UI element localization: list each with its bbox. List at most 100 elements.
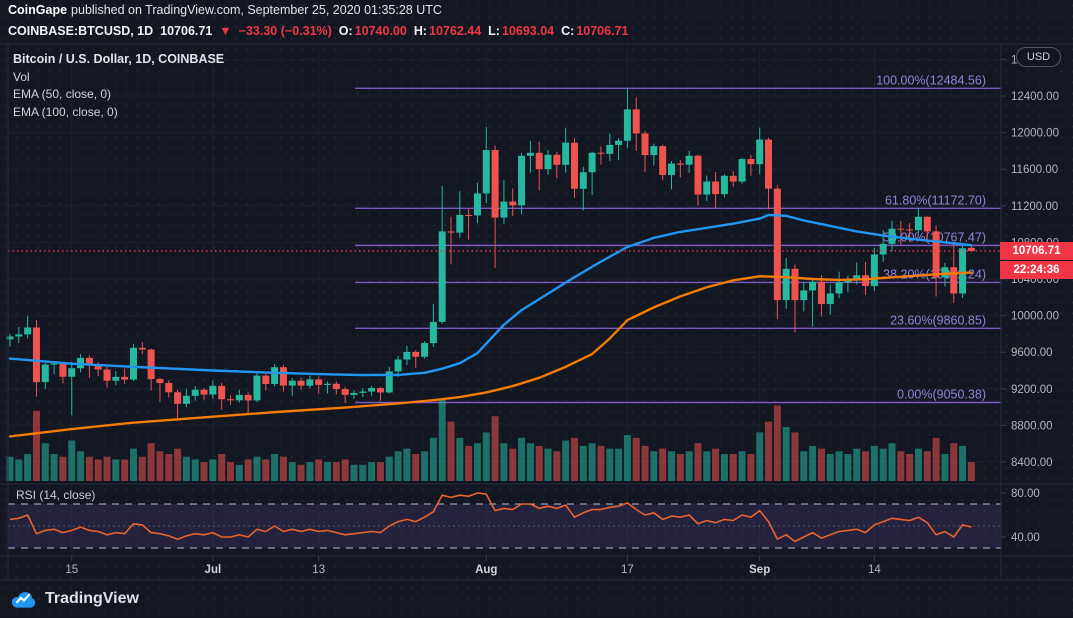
candle[interactable] bbox=[756, 139, 764, 165]
candle[interactable] bbox=[376, 388, 384, 393]
candle[interactable] bbox=[668, 163, 675, 175]
candle[interactable] bbox=[253, 375, 261, 401]
candle[interactable] bbox=[138, 347, 146, 350]
candle[interactable] bbox=[156, 379, 164, 383]
currency-unit-button[interactable]: USD bbox=[1016, 47, 1061, 67]
candle[interactable] bbox=[262, 375, 270, 385]
candle[interactable] bbox=[32, 327, 40, 383]
candle[interactable] bbox=[218, 385, 226, 400]
candle[interactable] bbox=[491, 149, 499, 218]
candle[interactable] bbox=[623, 109, 631, 141]
rsi-axis-label[interactable]: 40.00 bbox=[1011, 532, 1040, 544]
candle[interactable] bbox=[182, 395, 190, 404]
candle[interactable] bbox=[429, 321, 437, 344]
candle[interactable] bbox=[526, 152, 534, 156]
candle[interactable] bbox=[191, 389, 199, 396]
candle[interactable] bbox=[174, 392, 182, 404]
candle[interactable] bbox=[421, 343, 429, 357]
candle[interactable] bbox=[41, 364, 49, 383]
candle[interactable] bbox=[562, 142, 570, 165]
candle[interactable] bbox=[271, 367, 279, 385]
candle[interactable] bbox=[147, 349, 155, 380]
candle[interactable] bbox=[950, 267, 958, 294]
candle[interactable] bbox=[685, 155, 693, 165]
candle[interactable] bbox=[368, 388, 376, 392]
candle[interactable] bbox=[279, 367, 287, 386]
candle[interactable] bbox=[800, 290, 808, 301]
candle[interactable] bbox=[50, 363, 58, 365]
candle[interactable] bbox=[791, 268, 799, 301]
candle[interactable] bbox=[579, 172, 587, 189]
candle[interactable] bbox=[59, 363, 67, 377]
legend-volume[interactable]: Vol bbox=[13, 69, 30, 84]
candle[interactable] bbox=[306, 379, 314, 386]
candle[interactable] bbox=[862, 275, 870, 287]
price-axis-label[interactable]: 12400.00 bbox=[1011, 91, 1059, 103]
time-axis-label[interactable]: 14 bbox=[868, 564, 881, 576]
tradingview-brand-text[interactable]: TradingView bbox=[45, 590, 139, 607]
candle[interactable] bbox=[588, 152, 596, 173]
candle[interactable] bbox=[879, 243, 887, 255]
candle[interactable] bbox=[809, 281, 817, 291]
candle[interactable] bbox=[914, 216, 922, 231]
candle[interactable] bbox=[315, 379, 323, 385]
price-axis-label[interactable]: 10000.00 bbox=[1011, 311, 1059, 323]
time-axis-label[interactable]: 17 bbox=[621, 564, 634, 576]
candle[interactable] bbox=[385, 371, 393, 393]
price-axis-label[interactable]: 8800.00 bbox=[1011, 420, 1053, 432]
candle[interactable] bbox=[923, 216, 931, 232]
candle[interactable] bbox=[941, 267, 949, 278]
candle[interactable] bbox=[712, 181, 720, 195]
candle[interactable] bbox=[85, 357, 93, 365]
price-axis-label[interactable]: 12000.00 bbox=[1011, 128, 1059, 140]
candle[interactable] bbox=[782, 268, 790, 301]
candle[interactable] bbox=[553, 154, 561, 165]
candle[interactable] bbox=[200, 389, 208, 395]
candle[interactable] bbox=[297, 380, 305, 386]
legend-ema100[interactable]: EMA (100, close, 0) bbox=[13, 104, 118, 119]
candle[interactable] bbox=[288, 380, 296, 386]
candle[interactable] bbox=[235, 394, 243, 401]
candle[interactable] bbox=[500, 201, 508, 218]
time-axis-label[interactable]: Aug bbox=[475, 564, 497, 576]
candle[interactable] bbox=[906, 229, 914, 231]
candle[interactable] bbox=[932, 231, 940, 278]
candle[interactable] bbox=[6, 336, 14, 340]
candle[interactable] bbox=[324, 383, 332, 385]
legend-ema50[interactable]: EMA (50, close, 0) bbox=[13, 87, 112, 101]
candle[interactable] bbox=[509, 201, 517, 206]
candle[interactable] bbox=[729, 175, 737, 182]
candle[interactable] bbox=[694, 155, 702, 195]
candle[interactable] bbox=[959, 248, 967, 294]
rsi-axis-label[interactable]: 80.00 bbox=[1011, 488, 1040, 500]
price-axis-label[interactable]: 11600.00 bbox=[1011, 164, 1058, 176]
rsi-legend[interactable]: RSI (14, close) bbox=[13, 488, 99, 502]
time-axis-label[interactable]: Sep bbox=[749, 564, 770, 576]
candle[interactable] bbox=[615, 140, 623, 145]
candle[interactable] bbox=[535, 152, 543, 170]
candle[interactable] bbox=[967, 247, 975, 251]
candle[interactable] bbox=[870, 254, 878, 287]
candle[interactable] bbox=[68, 368, 76, 377]
price-axis-label[interactable]: 9600.00 bbox=[1011, 347, 1053, 359]
candle[interactable] bbox=[447, 231, 455, 233]
candle[interactable] bbox=[473, 193, 481, 216]
candle[interactable] bbox=[129, 347, 137, 380]
candle[interactable] bbox=[15, 334, 23, 337]
candle[interactable] bbox=[738, 159, 746, 182]
symbol-name[interactable]: COINBASE:BTCUSD, 1D bbox=[8, 24, 154, 38]
candle[interactable] bbox=[394, 359, 402, 372]
candle[interactable] bbox=[897, 228, 905, 230]
candle[interactable] bbox=[165, 382, 173, 393]
tradingview-logo-icon[interactable] bbox=[10, 589, 37, 609]
candle[interactable] bbox=[403, 351, 411, 360]
candle[interactable] bbox=[650, 146, 658, 156]
price-axis-label[interactable]: 8400.00 bbox=[1011, 457, 1053, 469]
candle[interactable] bbox=[606, 144, 614, 154]
candle[interactable] bbox=[747, 159, 755, 165]
candle[interactable] bbox=[765, 139, 773, 189]
candle[interactable] bbox=[456, 214, 464, 233]
candle[interactable] bbox=[121, 376, 129, 380]
candle[interactable] bbox=[482, 149, 490, 194]
